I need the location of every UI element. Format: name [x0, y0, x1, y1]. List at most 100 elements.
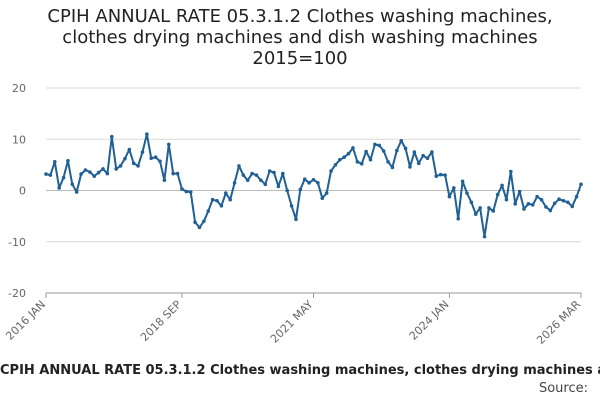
data-point[interactable] — [197, 225, 202, 230]
data-point[interactable] — [158, 159, 162, 164]
data-point[interactable] — [416, 161, 421, 166]
data-point[interactable] — [267, 169, 272, 173]
data-point[interactable] — [166, 142, 171, 147]
data-point[interactable] — [215, 198, 219, 203]
data-point[interactable] — [281, 171, 285, 176]
data-point[interactable] — [338, 157, 342, 162]
data-point[interactable] — [285, 188, 289, 193]
data-point[interactable] — [175, 171, 180, 176]
data-point[interactable] — [364, 149, 368, 154]
data-point[interactable] — [561, 198, 566, 203]
data-point[interactable] — [552, 201, 557, 206]
data-point[interactable] — [526, 202, 531, 206]
data-point[interactable] — [228, 197, 232, 202]
data-point[interactable] — [101, 167, 105, 171]
data-point[interactable] — [289, 204, 294, 208]
data-point[interactable] — [460, 179, 465, 184]
data-point[interactable] — [447, 194, 452, 199]
data-point[interactable] — [272, 170, 276, 175]
data-point[interactable] — [522, 207, 526, 211]
data-point[interactable] — [443, 173, 447, 177]
data-point[interactable] — [83, 168, 88, 172]
data-point[interactable] — [342, 155, 346, 159]
data-point[interactable] — [500, 183, 504, 188]
data-point[interactable] — [456, 216, 461, 221]
data-point[interactable] — [171, 171, 175, 176]
data-point[interactable] — [478, 206, 482, 210]
data-point[interactable] — [355, 160, 360, 164]
data-point[interactable] — [162, 178, 167, 183]
data-point[interactable] — [153, 155, 158, 159]
data-point[interactable] — [403, 146, 408, 151]
data-point[interactable] — [482, 234, 487, 239]
data-point[interactable] — [52, 160, 57, 164]
data-point[interactable] — [61, 175, 66, 180]
data-point[interactable] — [316, 181, 320, 185]
data-point[interactable] — [184, 189, 189, 194]
data-point[interactable] — [311, 177, 316, 182]
data-point[interactable] — [320, 196, 325, 200]
data-point[interactable] — [574, 194, 579, 199]
data-point[interactable] — [381, 149, 386, 153]
data-point[interactable] — [438, 172, 443, 177]
data-point[interactable] — [535, 194, 539, 199]
data-point[interactable] — [118, 164, 123, 168]
data-point[interactable] — [430, 150, 434, 154]
data-point[interactable] — [386, 160, 390, 164]
data-point[interactable] — [105, 171, 110, 176]
data-point[interactable] — [544, 205, 548, 209]
data-point[interactable] — [408, 165, 412, 169]
data-point[interactable] — [294, 217, 298, 221]
data-point[interactable] — [333, 163, 338, 167]
data-point[interactable] — [412, 150, 417, 154]
data-point[interactable] — [136, 164, 140, 168]
data-point[interactable] — [570, 204, 575, 209]
data-point[interactable] — [74, 190, 79, 194]
data-point[interactable] — [298, 187, 303, 192]
data-point[interactable] — [491, 209, 496, 213]
data-point[interactable] — [566, 200, 570, 205]
data-point[interactable] — [452, 186, 456, 190]
data-point[interactable] — [127, 147, 132, 152]
data-point[interactable] — [302, 177, 307, 182]
data-point[interactable] — [329, 169, 333, 173]
data-point[interactable] — [346, 151, 351, 156]
data-point[interactable] — [465, 191, 469, 195]
data-point[interactable] — [245, 178, 250, 183]
data-point[interactable] — [351, 146, 355, 150]
data-point[interactable] — [241, 173, 246, 177]
data-point[interactable] — [44, 172, 48, 176]
data-point[interactable] — [434, 174, 439, 178]
data-point[interactable] — [487, 206, 491, 210]
data-point[interactable] — [193, 220, 197, 225]
data-point[interactable] — [399, 138, 404, 143]
data-point[interactable] — [368, 157, 373, 162]
data-point[interactable] — [114, 167, 118, 171]
data-point[interactable] — [92, 174, 97, 178]
data-point[interactable] — [145, 132, 149, 136]
data-point[interactable] — [504, 197, 509, 202]
data-point[interactable] — [202, 219, 206, 224]
data-point[interactable] — [206, 209, 211, 213]
data-point[interactable] — [276, 184, 281, 189]
data-point[interactable] — [517, 189, 522, 194]
data-point[interactable] — [48, 173, 53, 177]
data-point[interactable] — [70, 182, 75, 187]
data-point[interactable] — [123, 156, 127, 161]
data-point[interactable] — [232, 181, 237, 185]
data-point[interactable] — [254, 173, 259, 177]
data-point[interactable] — [495, 192, 500, 197]
data-point[interactable] — [509, 169, 513, 174]
data-point[interactable] — [421, 153, 425, 158]
data-point[interactable] — [539, 197, 544, 202]
data-point[interactable] — [250, 171, 254, 176]
data-point[interactable] — [395, 148, 399, 153]
data-point[interactable] — [66, 158, 70, 163]
data-point[interactable] — [57, 186, 61, 190]
data-point[interactable] — [109, 134, 114, 139]
data-point[interactable] — [548, 208, 553, 213]
data-point[interactable] — [210, 197, 215, 202]
data-point[interactable] — [324, 191, 329, 195]
data-point[interactable] — [469, 200, 474, 205]
data-point[interactable] — [373, 142, 377, 147]
